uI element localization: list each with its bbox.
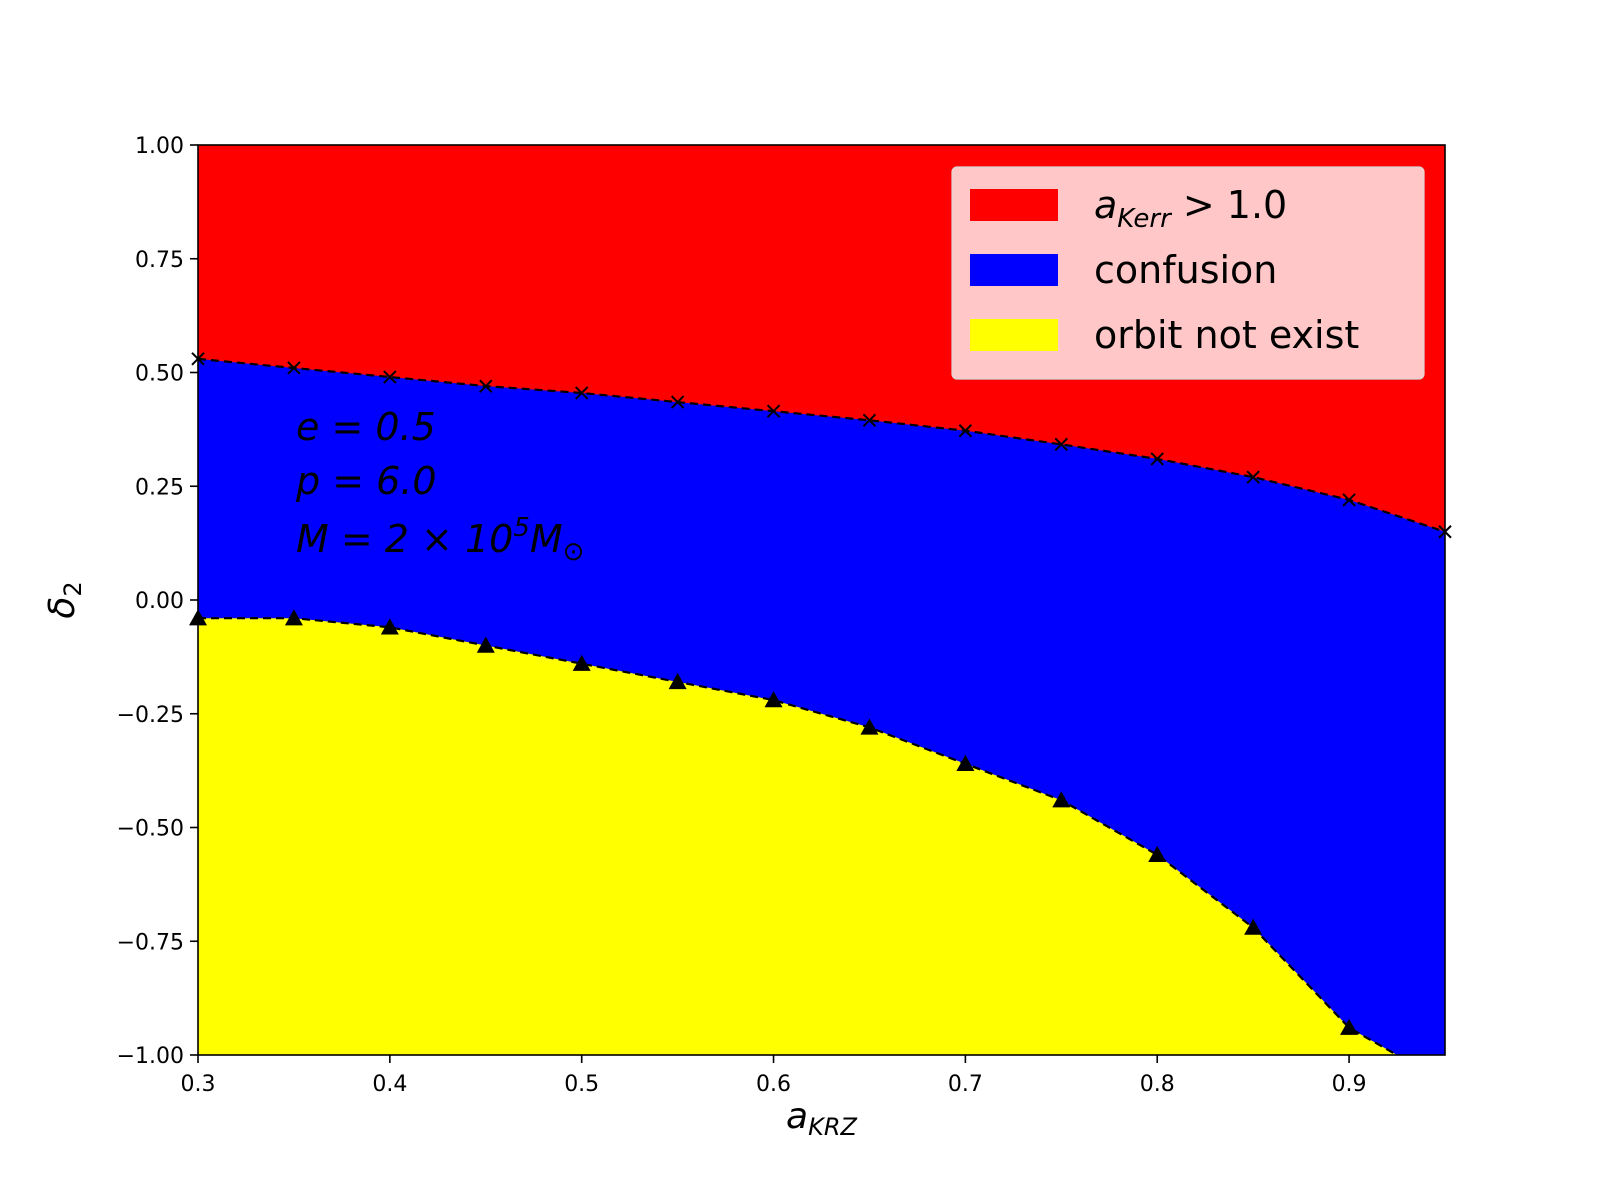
upper-boundary-marker [1054,437,1069,452]
annotation-mass-text: M = 2 × 10 [296,517,513,561]
lower-boundary-marker [956,754,975,771]
y-tick-label: −0.25 [117,703,184,728]
lower-boundary-marker [668,672,687,690]
legend-label-confusion: confusion [1094,248,1277,292]
chart-boundaries [197,357,1446,1056]
annotation-mass: M = 2 × 105M⊙ [296,513,584,567]
x-mark-stroke [1054,437,1069,452]
lower-boundary-marker [476,636,495,653]
legend-label-kerr: aKerr > 1.0 [1094,183,1287,234]
x-mark-stroke [479,379,493,393]
upper-boundary-marker [958,424,973,438]
y-tick-label: −0.50 [117,817,184,842]
annotation-mass-sun-symbol: ⊙ [563,537,585,567]
legend-label-orbit-not-exist: orbit not exist [1094,313,1359,357]
annotation-mass-exponent: 5 [513,513,530,543]
x-mark-stroke [670,395,685,409]
legend-swatch-kerr [970,189,1058,221]
x-mark-stroke [1246,470,1260,484]
annotation-eccentricity: e = 0.5 [296,405,436,449]
annotation-eccentricity-text: e = 0.5 [296,405,436,449]
chart-markers [189,352,1452,1035]
legend-box [951,166,1425,380]
x-axis-label-sub: KRZ [808,1113,857,1141]
x-axis-label-main: a [786,1096,808,1137]
legend-label-kerr-sub: Kerr [1117,204,1173,234]
legend-label-kerr-main: a [1094,183,1117,227]
upper-boundary-marker [670,395,685,409]
y-tick-label: 0.75 [135,248,184,273]
upper-boundary-marker [1150,452,1164,466]
x-tick-label: 0.7 [948,1072,983,1097]
x-axis-label: aKRZ [786,1096,857,1141]
legend-swatch-orbit-not-exist [970,319,1058,351]
x-mark-stroke [958,424,973,438]
y-tick-label: 0.25 [135,475,184,500]
x-axis-ticks: 0.3 0.4 0.5 0.6 0.7 0.8 0.9 [181,1055,1367,1097]
upper-boundary-marker [766,404,781,418]
lower-boundary-marker [1340,1018,1359,1035]
legend-label-kerr-rest: > 1.0 [1171,183,1287,227]
y-tick-label: 0.50 [135,362,184,387]
upper-boundary-marker [574,386,589,400]
lower-boundary-marker [380,618,399,635]
x-tick-label: 0.3 [181,1072,216,1097]
upper-boundary-marker [383,370,397,384]
lower-boundary-line [198,617,1398,1056]
x-tick-label: 0.8 [1140,1072,1175,1097]
x-mark-stroke [1342,493,1356,507]
x-tick-label: 0.4 [372,1072,407,1097]
lower-boundary-marker [284,609,303,626]
x-tick-label: 0.5 [564,1072,599,1097]
lower-boundary-marker [1244,918,1263,935]
annotation-semi-latus-text: p = 6.0 [295,459,437,503]
y-tick-label: −0.75 [117,930,184,955]
legend: aKerr > 1.0 confusion orbit not exist [951,166,1425,380]
y-axis-label-main: δ [42,597,83,619]
x-mark-stroke [1150,452,1164,466]
y-tick-label: −1.00 [117,1044,184,1069]
y-axis-ticks: 1.00 0.75 0.50 0.25 0.00 −0.25 −0.50 −0.75 −1.00 [117,134,198,1069]
lower-boundary-marker [1052,791,1071,808]
legend-swatch-confusion [970,254,1058,286]
x-mark-stroke [766,404,781,418]
upper-boundary-marker [1246,470,1260,484]
x-tick-label: 0.9 [1332,1072,1367,1097]
lower-boundary-marker [572,654,591,671]
lower-boundary-marker [860,718,879,735]
lower-boundary-marker [764,691,783,708]
upper-boundary-marker [862,413,877,427]
annotation-semi-latus: p = 6.0 [295,459,437,503]
upper-boundary-line [197,357,1446,533]
x-mark-stroke [574,386,589,400]
upper-boundary-marker [287,361,301,375]
lower-boundary-marker [1148,845,1167,862]
annotation-mass-unit: M [530,517,563,561]
legend-label-confusion-main: confusion [1094,248,1277,292]
upper-boundary-marker [479,379,493,393]
x-tick-label: 0.6 [756,1072,791,1097]
y-axis-label-sub: 2 [59,581,87,596]
upper-boundary-marker [1342,493,1356,507]
legend-label-orbit-not-exist-main: orbit not exist [1094,313,1359,357]
x-mark-stroke [287,361,301,375]
y-tick-label: 0.00 [135,589,184,614]
y-tick-label: 1.00 [135,134,184,159]
annotations: e = 0.5 p = 6.0 M = 2 × 105M⊙ [295,405,584,567]
region-orbit-not-exist [198,618,1397,1055]
y-axis-label: δ2 [42,581,87,618]
x-mark-stroke [862,413,877,427]
x-mark-stroke [383,370,397,384]
